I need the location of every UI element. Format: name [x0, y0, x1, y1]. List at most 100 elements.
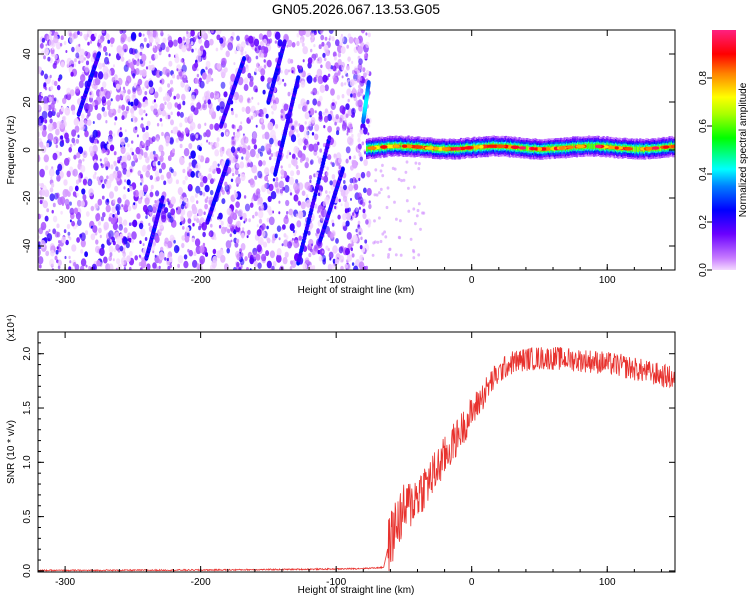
noise-blob [266, 59, 272, 68]
doppler-band-cell [589, 143, 592, 150]
noise-blob [355, 100, 360, 107]
noise-blob [294, 195, 299, 202]
colorbar-label: Normalized spectral amplitude [738, 82, 749, 217]
noise-blob [116, 170, 122, 179]
noise-blob [172, 73, 176, 79]
noise-blob [230, 73, 236, 83]
noise-blob [300, 98, 306, 107]
noise-blob [132, 126, 138, 134]
noise-blob [49, 243, 55, 251]
noise-blob [138, 32, 142, 37]
noise-blob [110, 98, 113, 102]
noise-blob [257, 170, 263, 179]
noise-blob [127, 59, 131, 64]
noise-blob [98, 38, 102, 44]
noise-blob [269, 137, 274, 145]
noise-blob [142, 133, 148, 141]
noise-blob [235, 162, 240, 169]
noise-blob [236, 43, 242, 52]
noise-blob [108, 245, 114, 254]
noise-blob [183, 196, 188, 203]
noise-blob [355, 207, 359, 212]
noise-blob [357, 46, 363, 54]
noise-blob [215, 167, 219, 172]
noise-blob [229, 154, 233, 161]
noise-blob [57, 259, 62, 267]
noise-blob [314, 124, 320, 132]
noise-blob [205, 95, 208, 100]
noise-blob [195, 163, 201, 171]
noise-blob [281, 243, 284, 247]
noise-blob [44, 215, 49, 222]
noise-blob [177, 103, 182, 110]
noise-blob [110, 236, 113, 240]
noise-blob [179, 143, 183, 149]
noise-blob [38, 241, 41, 244]
noise-blob [106, 175, 109, 180]
noise-blob [138, 254, 141, 258]
noise-blob [182, 180, 186, 185]
noise-blob [363, 187, 367, 194]
noise-blob [38, 213, 41, 220]
noise-blob [76, 237, 80, 243]
noise-blob [267, 121, 274, 131]
noise-blob [337, 214, 341, 220]
noise-blob [80, 200, 86, 208]
noise-blob [93, 71, 99, 78]
noise-blob [345, 103, 350, 110]
noise-blob [170, 196, 176, 205]
noise-blob [314, 203, 318, 209]
noise-blob [71, 220, 75, 227]
noise-blob [278, 180, 284, 189]
noise-blob [231, 110, 235, 116]
noise-blob [170, 208, 176, 216]
noise-blob [340, 61, 345, 69]
noise-blob [231, 167, 235, 173]
noise-blob [324, 84, 329, 92]
noise-blob [237, 147, 240, 152]
noise-blob [209, 123, 214, 130]
noise-blob [312, 98, 318, 106]
noise-blob [67, 235, 70, 239]
noise-blob [42, 198, 44, 202]
noise-blob [40, 71, 44, 77]
noise-blob [127, 205, 132, 212]
noise-blob [336, 94, 341, 100]
noise-blob [156, 122, 160, 127]
noise-blob [142, 164, 147, 172]
noise-blob [60, 106, 65, 112]
noise-blob [152, 161, 157, 167]
noise-blob [91, 263, 97, 270]
noise-blob [92, 78, 98, 86]
noise-blob [236, 261, 240, 267]
noise-blob [65, 50, 68, 53]
noise-blob [366, 118, 370, 124]
noise-blob [286, 211, 289, 215]
snr-y-label: SNR (10 * v/v) [6, 420, 17, 484]
noise-blob [297, 182, 304, 191]
noise-blob [196, 67, 199, 72]
noise-blob [113, 151, 117, 156]
noise-blob [206, 139, 209, 143]
noise-blob [69, 32, 72, 37]
noise-blob [173, 95, 176, 100]
noise-blob [321, 176, 324, 181]
noise-blob [97, 221, 101, 226]
noise-blob [75, 86, 80, 93]
noise-blob [143, 37, 147, 43]
doppler-band-cell [379, 145, 382, 151]
noise-blob [73, 156, 76, 160]
noise-blob [391, 166, 395, 170]
noise-blob [56, 99, 59, 103]
noise-blob [221, 198, 226, 205]
noise-blob [160, 123, 164, 127]
noise-blob [245, 66, 249, 73]
noise-blob [345, 158, 349, 164]
noise-blob [141, 53, 147, 62]
noise-blob [357, 143, 362, 150]
noise-blob [205, 157, 210, 164]
noise-blob [214, 149, 220, 157]
noise-blob [291, 70, 294, 74]
noise-blob [265, 143, 272, 153]
noise-blob [292, 158, 298, 167]
